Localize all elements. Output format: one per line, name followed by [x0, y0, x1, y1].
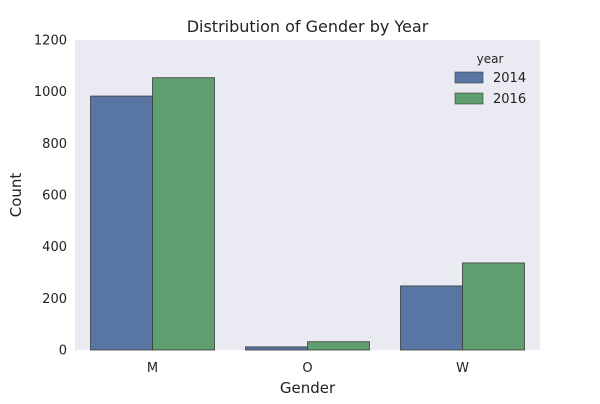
legend-title: year	[477, 52, 504, 66]
x-tick-label: M	[147, 361, 158, 376]
x-axis-label: Gender	[280, 379, 336, 397]
legend-swatch-2016	[454, 92, 484, 105]
y-tick-label: 800	[42, 137, 67, 152]
y-axis-ticks: 0 200 400 600 800 1000 1200	[34, 34, 67, 359]
bar-W-2016	[462, 262, 525, 351]
bar-M-2014	[90, 95, 153, 351]
y-tick-label: 1200	[34, 34, 67, 49]
y-tick-label: 1000	[34, 85, 67, 100]
bar-O-2016	[307, 341, 370, 351]
legend-label-2016: 2016	[493, 92, 526, 107]
bar-W-2014	[400, 285, 463, 351]
x-tick-label: O	[302, 361, 312, 376]
y-tick-label: 600	[42, 189, 67, 204]
y-tick-label: 200	[42, 292, 67, 307]
bars-group	[90, 77, 525, 351]
y-tick-label: 0	[59, 344, 67, 359]
y-axis-label: Count	[7, 173, 25, 218]
y-tick-label: 400	[42, 240, 67, 255]
x-tick-label: W	[456, 361, 469, 376]
bar-M-2016	[152, 77, 215, 351]
chart-title: Distribution of Gender by Year	[187, 17, 429, 36]
legend-swatch-2014	[454, 71, 484, 84]
legend-label-2014: 2014	[493, 71, 526, 86]
legend: year 2014 2016	[454, 52, 526, 107]
bar-O-2014	[245, 346, 308, 351]
